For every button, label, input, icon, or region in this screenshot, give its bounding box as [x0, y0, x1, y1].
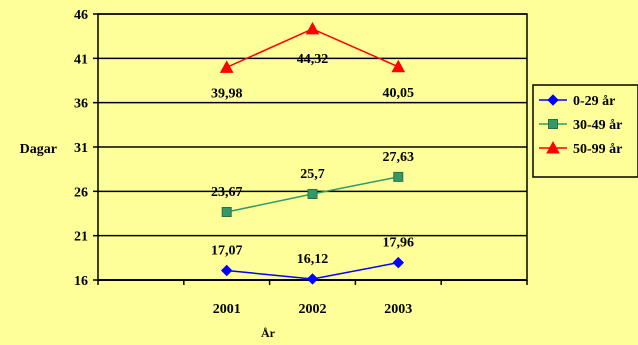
data-point: [307, 188, 318, 199]
data-label: 39,98: [211, 86, 243, 101]
legend-label: 50-99 år: [573, 142, 622, 157]
x-tick-label: 2002: [299, 302, 327, 317]
data-label: 17,96: [383, 236, 415, 251]
x-tick-label: 2003: [384, 302, 412, 317]
legend-label: 30-49 år: [573, 118, 622, 133]
plot-area: 16 21 26 31 36 41 46 2001 2002 2003 År Dagar 17,07 16…: [20, 8, 528, 340]
y-tick-label: 21: [74, 230, 88, 245]
data-point: [306, 273, 319, 285]
data-label: 25,7: [300, 167, 325, 182]
x-axis-title: År: [261, 326, 276, 340]
legend-marker: [547, 94, 559, 106]
data-point: [220, 264, 233, 277]
legend-marker: [548, 119, 558, 129]
series-30-49-r: 23,67 25,7 27,63: [211, 150, 414, 217]
data-point: [392, 256, 405, 269]
data-label: 40,05: [383, 86, 415, 101]
y-tick-label: 36: [74, 97, 88, 112]
data-label: 23,67: [211, 185, 243, 200]
data-label: 44,32: [297, 52, 329, 67]
x-tick-label: 2001: [213, 302, 241, 317]
legend-marker: [546, 140, 560, 154]
legend: 0-29 år 30-49 år 50-99 år: [532, 84, 638, 178]
legend-entry: 30-49 år: [539, 118, 622, 133]
y-tick-label: 41: [74, 52, 88, 67]
series-50-99-r: 39,98 44,32 40,05: [211, 21, 415, 101]
data-point: [393, 171, 404, 182]
data-point: [221, 206, 232, 217]
data-point: [219, 60, 234, 73]
legend-label: 0-29 år: [573, 94, 615, 109]
data-label: 27,63: [383, 150, 415, 165]
data-label: 17,07: [211, 244, 243, 259]
y-tick-label: 16: [74, 274, 88, 289]
y-tick-label: 31: [74, 141, 88, 156]
legend-entry: 0-29 år: [539, 94, 615, 109]
data-label: 16,12: [297, 252, 329, 267]
y-tick-label: 26: [74, 185, 88, 200]
data-point: [305, 21, 320, 35]
legend-entry: 50-99 år: [539, 140, 622, 157]
y-tick-label: 46: [74, 8, 88, 23]
y-axis-title: Dagar: [20, 142, 57, 157]
data-point: [391, 59, 406, 73]
series-0-29-r: 17,07 16,12 17,96: [211, 236, 415, 285]
